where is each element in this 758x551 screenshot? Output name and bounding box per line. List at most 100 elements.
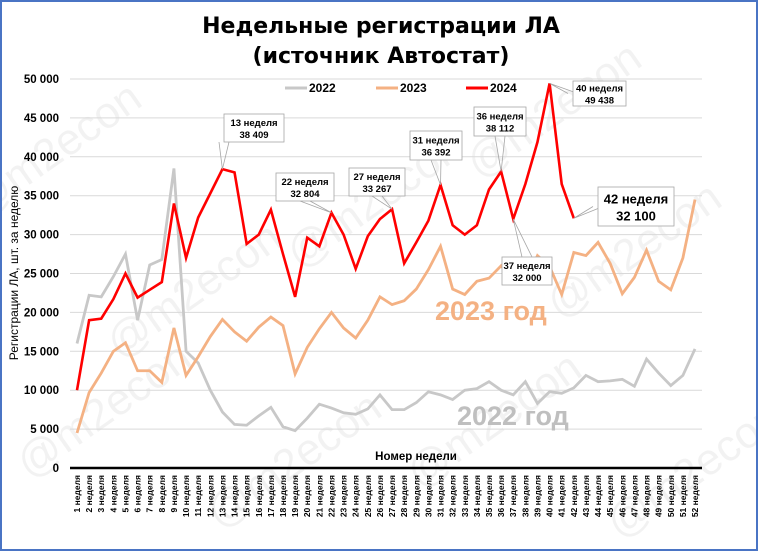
- series-label-2022: 2022 год: [457, 401, 569, 431]
- callout-leader: [573, 206, 604, 219]
- watermark: @m2econ: [2, 72, 150, 228]
- callout-week: 36 неделя: [476, 112, 523, 123]
- callout-week: 31 неделя: [412, 136, 459, 147]
- x-tick-label: 48 неделя: [642, 475, 652, 517]
- x-tick-label: 6 неделя: [133, 475, 143, 512]
- legend-label-2022: 2022: [309, 81, 336, 95]
- callout-week: 22 неделя: [281, 177, 328, 188]
- callout-leader: [430, 159, 442, 186]
- watermark: @m2econ: [597, 392, 758, 548]
- callout-leader: [512, 218, 533, 258]
- callout-week: 40 неделя: [576, 84, 623, 95]
- y-tick-label: 15 000: [24, 346, 59, 358]
- x-tick-label: 45 неделя: [605, 475, 615, 517]
- x-tick-label: 25 неделя: [363, 475, 373, 517]
- legend-label-2024: 2024: [490, 81, 517, 95]
- callout-value: 32 804: [290, 189, 320, 200]
- x-tick-label: 20 неделя: [302, 475, 312, 517]
- callout-box: [473, 106, 527, 137]
- x-tick-label: 38 неделя: [520, 475, 530, 517]
- x-tick-label: 43 неделя: [581, 475, 591, 517]
- callout-box: [409, 130, 463, 161]
- x-tick-label: 28 неделя: [399, 475, 409, 517]
- x-tick-label: 2 неделя: [84, 475, 94, 512]
- x-tick-label: 21 неделя: [314, 475, 324, 517]
- x-tick-label: 36 неделя: [496, 475, 506, 517]
- x-tick-label: 7 неделя: [145, 475, 155, 512]
- y-tick-label: 50 000: [24, 74, 59, 86]
- x-tick-label: 33 неделя: [460, 475, 470, 517]
- x-tick-label: 3 неделя: [96, 475, 106, 512]
- callout-value: 32 000: [512, 273, 541, 284]
- x-tick-label: 50 неделя: [666, 475, 676, 517]
- y-tick-label: 0: [53, 463, 59, 475]
- x-tick-label: 40 неделя: [545, 475, 555, 517]
- x-tick-label: 37 неделя: [508, 475, 518, 517]
- callout-leader: [299, 200, 332, 214]
- y-tick-label: 35 000: [24, 191, 59, 203]
- chart-title: Недельные регистрации ЛА (источник Автос…: [2, 12, 756, 72]
- series-line-2022: [75, 168, 697, 433]
- chart-title-line1: Недельные регистрации ЛА: [202, 14, 560, 39]
- x-tick-label: 9 неделя: [169, 475, 179, 512]
- callout-value: 49 438: [585, 96, 614, 107]
- callout-leader: [494, 135, 506, 172]
- x-tick-label: 44 неделя: [593, 475, 603, 517]
- x-tick-label: 8 неделя: [157, 475, 167, 512]
- series-label-2023: 2023 год: [435, 296, 547, 326]
- callout-week: 42 неделя: [604, 192, 668, 207]
- callout-week: 27 неделя: [353, 172, 400, 183]
- y-tick-label: 10 000: [24, 385, 59, 397]
- x-tick-label: 10 неделя: [181, 475, 191, 517]
- y-tick-label: 45 000: [24, 113, 59, 125]
- y-tick-label: 40 000: [24, 152, 59, 164]
- x-tick-label: 22 неделя: [326, 475, 336, 517]
- x-tick-label: 14 неделя: [230, 475, 240, 517]
- x-tick-label: 19 неделя: [290, 475, 300, 517]
- series-line-2023: [75, 199, 697, 434]
- callout-box: [223, 113, 285, 143]
- series-line-2024: [75, 83, 576, 391]
- callout-leader: [371, 195, 393, 210]
- x-tick-label: 18 неделя: [278, 475, 288, 517]
- callout-leader: [549, 82, 579, 94]
- callout-box: [275, 172, 335, 202]
- x-tick-label: 46 неделя: [617, 475, 627, 517]
- x-tick-label: 39 неделя: [532, 475, 542, 517]
- x-tick-label: 27 неделя: [387, 475, 397, 517]
- callout-week: 13 неделя: [230, 118, 277, 129]
- x-tick-label: 12 неделя: [205, 475, 215, 517]
- callout-value: 38 112: [486, 124, 515, 135]
- x-tick-label: 17 неделя: [266, 475, 276, 517]
- y-tick-label: 5 000: [30, 424, 59, 436]
- callout-value: 36 392: [421, 148, 450, 159]
- x-tick-label: 26 неделя: [375, 475, 385, 517]
- callout-box: [348, 167, 406, 197]
- y-axis-title: Регистрации ЛА, шт. за неделю: [7, 186, 21, 361]
- legend-label-2023: 2023: [400, 81, 427, 95]
- callout-value: 33 267: [362, 184, 391, 195]
- x-tick-label: 4 неделя: [108, 475, 118, 512]
- callout-box: [501, 256, 553, 286]
- x-tick-label: 52 неделя: [690, 475, 700, 517]
- callout-value: 38 409: [239, 130, 268, 141]
- x-tick-label: 24 неделя: [351, 475, 361, 517]
- x-tick-label: 11 неделя: [193, 475, 203, 517]
- x-tick-label: 1 неделя: [72, 475, 82, 512]
- chart-title-line2: (источник Автостат): [252, 44, 510, 69]
- x-tick-label: 29 неделя: [411, 475, 421, 517]
- x-tick-label: 49 неделя: [654, 475, 664, 517]
- x-tick-label: 15 неделя: [242, 475, 252, 517]
- callout-leader: [218, 141, 230, 170]
- x-tick-label: 42 неделя: [569, 475, 579, 517]
- x-tick-label: 51 неделя: [678, 475, 688, 517]
- y-tick-label: 25 000: [24, 269, 59, 281]
- callout-week: 37 неделя: [503, 261, 550, 272]
- callout-box: [597, 186, 675, 227]
- callout-box: [572, 80, 627, 107]
- x-tick-label: 31 неделя: [436, 475, 446, 517]
- x-tick-label: 30 неделя: [423, 475, 433, 517]
- x-tick-label: 35 неделя: [484, 475, 494, 517]
